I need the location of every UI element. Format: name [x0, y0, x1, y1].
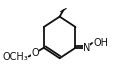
Text: N: N: [83, 43, 90, 53]
Text: OH: OH: [93, 38, 108, 48]
Text: O: O: [31, 48, 39, 58]
Text: OCH₃: OCH₃: [3, 52, 28, 62]
